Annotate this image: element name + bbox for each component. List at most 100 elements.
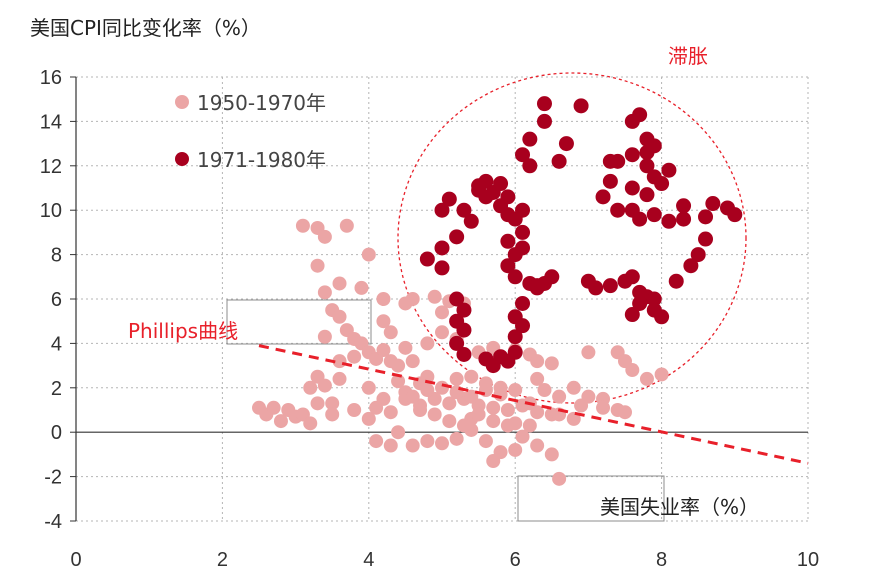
point-1971-1980: [507, 269, 523, 285]
point-1950-1970: [405, 438, 420, 453]
point-1971-1980: [449, 291, 465, 307]
y-tick-label: 2: [51, 378, 62, 400]
point-1971-1980: [456, 347, 472, 362]
point-1950-1970: [435, 305, 449, 320]
point-1950-1970: [478, 383, 493, 398]
point-1950-1970: [486, 454, 501, 469]
point-1950-1970: [339, 218, 354, 233]
point-1971-1980: [624, 180, 640, 196]
point-1950-1970: [515, 429, 530, 444]
gridlines: [76, 76, 809, 522]
point-1950-1970: [420, 336, 435, 351]
point-1950-1970: [310, 396, 325, 411]
point-1950-1970: [376, 343, 391, 358]
x-axis-label: 美国失业率（%）: [600, 495, 759, 519]
point-1950-1970: [486, 414, 501, 429]
point-1971-1980: [624, 147, 640, 163]
point-1971-1980: [507, 329, 523, 345]
point-1971-1980: [573, 98, 589, 114]
point-1971-1980: [456, 202, 472, 218]
point-1971-1980: [434, 260, 450, 276]
x-tick-label: 6: [510, 549, 521, 571]
point-1950-1970: [391, 425, 406, 440]
point-1950-1970: [442, 414, 457, 429]
point-1950-1970: [435, 436, 449, 451]
point-1971-1980: [698, 231, 714, 247]
point-1971-1980: [515, 295, 531, 311]
legend-label-1971-1980: 1971-1980年: [197, 148, 326, 172]
point-1971-1980: [661, 213, 677, 229]
point-1971-1980: [661, 162, 677, 178]
phillips-curve-line: [258, 344, 809, 465]
point-1950-1970: [317, 285, 332, 300]
point-1971-1980: [690, 247, 706, 263]
point-1971-1980: [639, 187, 655, 203]
point-1950-1970: [310, 258, 325, 273]
point-1950-1970: [530, 371, 545, 386]
point-1950-1970: [266, 400, 281, 415]
point-1950-1970: [361, 380, 376, 395]
point-1971-1980: [632, 295, 648, 311]
phillips-label-box: [226, 299, 372, 345]
point-1950-1970: [413, 403, 428, 417]
point-1950-1970: [471, 407, 486, 422]
point-1971-1980: [536, 96, 552, 112]
point-1971-1980: [705, 196, 721, 212]
y-axis-ticks: -4 -2 0 2 4 6 8 10 12 14 16: [40, 67, 62, 533]
point-1950-1970: [405, 354, 420, 369]
x-tick-label: 2: [217, 549, 228, 571]
point-1950-1970: [427, 289, 442, 304]
point-1971-1980: [515, 202, 531, 218]
point-1971-1980: [515, 147, 531, 163]
point-1971-1980: [698, 209, 714, 225]
axes: [70, 76, 808, 522]
point-1950-1970: [427, 407, 442, 422]
point-1950-1970: [303, 380, 318, 395]
x-tick-label: 8: [656, 549, 667, 571]
point-1950-1970: [273, 414, 288, 429]
point-1950-1970: [478, 434, 493, 449]
point-1950-1970: [449, 385, 464, 400]
point-1950-1970: [508, 416, 523, 431]
x-tick-label: 10: [797, 549, 819, 571]
point-1950-1970: [596, 400, 611, 415]
point-1950-1970: [361, 247, 376, 262]
point-1971-1980: [602, 278, 618, 294]
point-1971-1980: [500, 258, 516, 274]
point-1950-1970: [332, 276, 347, 291]
point-1950-1970: [369, 400, 384, 415]
point-1971-1980: [639, 131, 655, 147]
point-1950-1970: [347, 349, 362, 364]
point-1971-1980: [456, 322, 472, 338]
point-1950-1970: [522, 418, 537, 433]
point-1950-1970: [347, 403, 362, 417]
legend-label-1950-1970: 1950-1970年: [197, 91, 326, 115]
point-1950-1970: [405, 389, 420, 404]
data-points: [252, 96, 743, 486]
point-1971-1980: [471, 178, 487, 194]
y-tick-label: 16: [40, 67, 62, 89]
point-1950-1970: [391, 374, 406, 389]
point-1971-1980: [529, 278, 545, 294]
point-1971-1980: [507, 309, 523, 325]
point-1950-1970: [654, 367, 669, 382]
point-1971-1980: [646, 291, 662, 307]
point-1971-1980: [536, 113, 552, 129]
point-1950-1970: [361, 411, 376, 426]
chart-title: 美国CPI同比变化率（%）: [30, 16, 261, 40]
phillips-curve-label: Phillips曲线: [128, 319, 238, 343]
point-1971-1980: [478, 189, 494, 205]
point-1971-1980: [632, 211, 648, 227]
point-1950-1970: [508, 442, 523, 457]
point-1950-1970: [449, 431, 464, 446]
point-1950-1970: [566, 411, 581, 426]
point-1971-1980: [676, 211, 692, 227]
legend-marker-1950-1970: [175, 95, 189, 109]
point-1971-1980: [624, 113, 640, 129]
point-1971-1980: [624, 307, 640, 323]
point-1950-1970: [574, 398, 589, 413]
point-1950-1970: [544, 356, 559, 371]
point-1950-1970: [442, 396, 457, 411]
point-1971-1980: [580, 273, 596, 289]
point-1950-1970: [332, 309, 347, 324]
